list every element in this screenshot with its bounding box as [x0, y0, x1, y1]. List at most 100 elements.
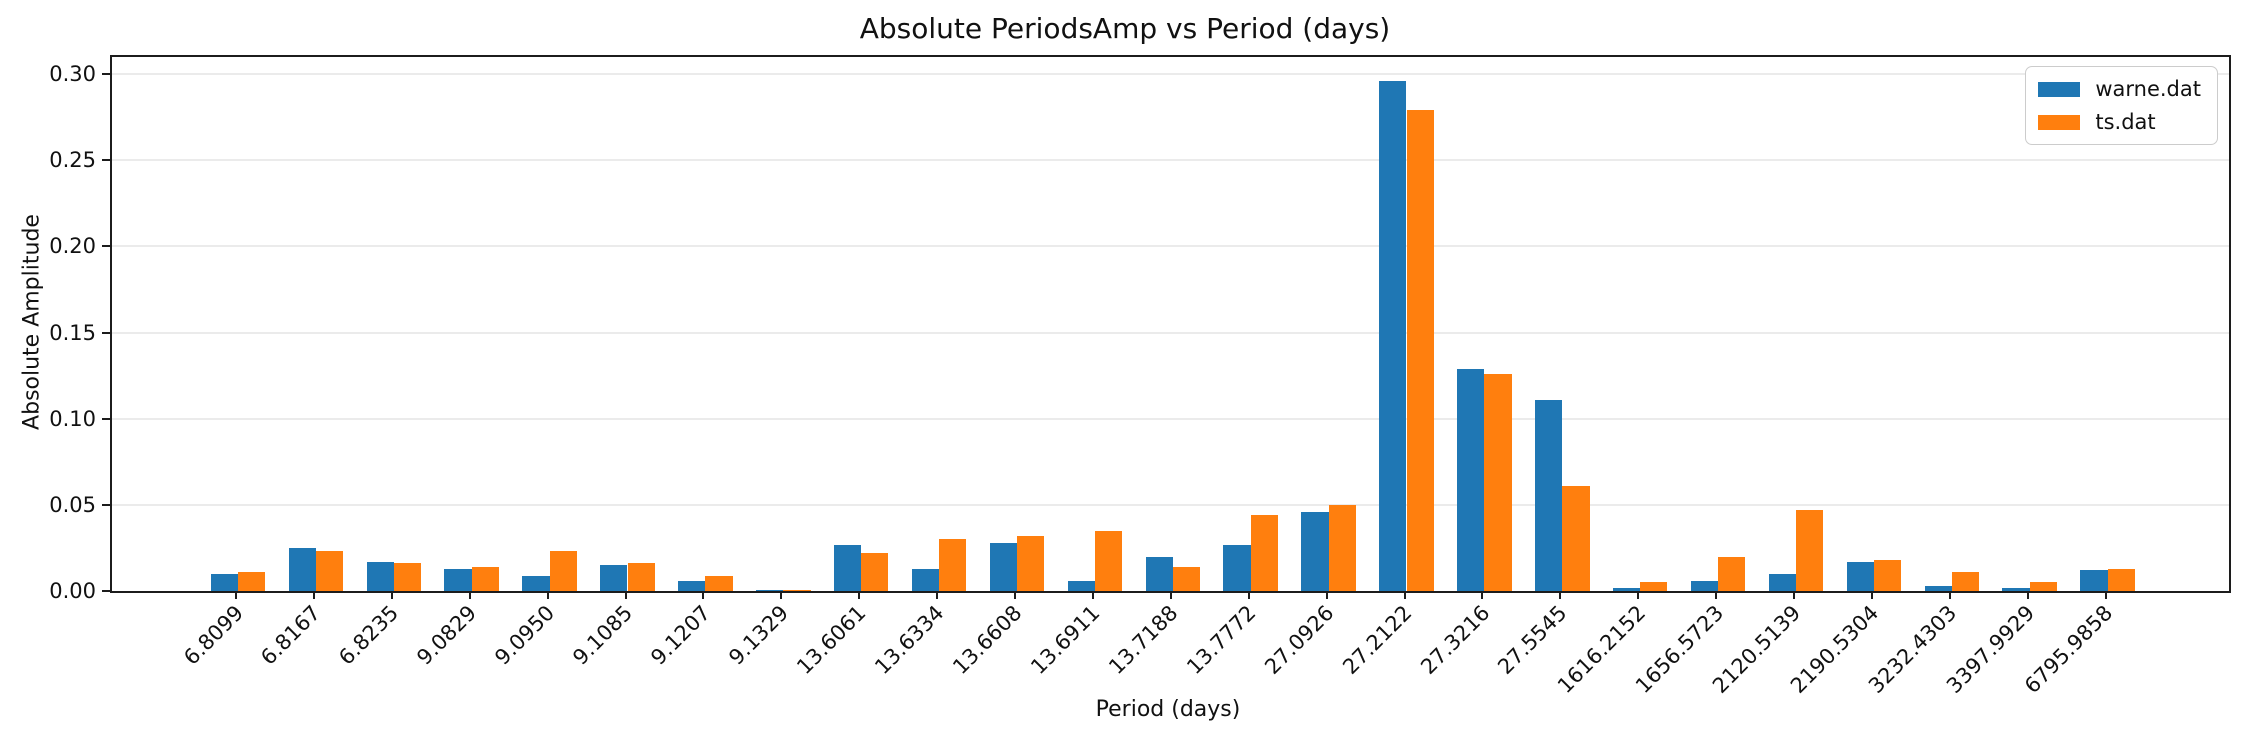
y-tick-mark: [102, 417, 110, 420]
x-axis-label: Period (days): [1095, 697, 1241, 722]
x-tick-mark: [1715, 591, 1718, 599]
bar-ts.dat: [1951, 572, 1980, 591]
x-tick-mark: [1559, 591, 1562, 599]
bar-warne.dat: [989, 542, 1017, 591]
bar-warne.dat: [444, 568, 472, 591]
y-tick-mark: [102, 590, 110, 592]
gridline: [112, 245, 2229, 248]
bar-warne.dat: [756, 590, 784, 591]
gridline: [112, 73, 2229, 76]
bar-ts.dat: [939, 539, 967, 591]
x-tick-mark: [546, 591, 549, 599]
legend-swatch-icon: [2038, 114, 2081, 130]
y-tick-label: 0.05: [49, 492, 96, 517]
bar-warne.dat: [678, 580, 706, 591]
x-tick-label-wrap: 6795.9858: [1880, 600, 2117, 698]
bar-ts.dat: [315, 551, 344, 591]
y-tick-label: 0.10: [49, 406, 96, 431]
bar-ts.dat: [471, 566, 499, 591]
bar-ts.dat: [1718, 556, 1746, 591]
x-tick-mark: [624, 591, 627, 599]
x-tick-mark: [1403, 591, 1406, 599]
y-tick-label: 0.20: [49, 234, 96, 259]
bar-warne.dat: [522, 575, 550, 591]
y-tick-mark: [102, 331, 110, 334]
x-tick-mark: [1091, 591, 1094, 599]
bar-warne.dat: [2080, 570, 2108, 591]
bar-ts.dat: [783, 590, 811, 591]
x-tick-mark: [1014, 591, 1016, 599]
x-tick-mark: [1793, 591, 1795, 599]
x-tick-mark: [1169, 591, 1172, 599]
bar-ts.dat: [1406, 110, 1434, 591]
bar-warne.dat: [1535, 399, 1563, 591]
x-tick-mark: [1637, 591, 1640, 599]
bar-warne.dat: [1924, 585, 1952, 591]
legend-label: warne.dat: [2095, 77, 2201, 101]
y-tick-label: 0.30: [49, 62, 96, 87]
bar-warne.dat: [600, 565, 628, 591]
x-tick-mark: [1247, 591, 1250, 599]
bar-ts.dat: [1796, 510, 1824, 591]
legend: warne.dat ts.dat: [2025, 66, 2218, 145]
bar-warne.dat: [1457, 368, 1485, 591]
x-tick-mark: [2026, 591, 2029, 599]
x-tick-mark: [1948, 591, 1951, 599]
x-tick-mark: [2104, 591, 2107, 599]
bar-ts.dat: [1640, 582, 1668, 591]
y-tick-label: 0.25: [49, 148, 96, 173]
bar-warne.dat: [1612, 587, 1641, 591]
x-tick-mark: [312, 591, 315, 599]
bar-warne.dat: [1301, 511, 1329, 591]
bar-ts.dat: [393, 563, 422, 591]
x-tick-mark: [468, 591, 471, 599]
bar-warne.dat: [1223, 544, 1251, 591]
bar-ts.dat: [1328, 504, 1356, 591]
y-tick-mark: [102, 73, 110, 76]
gridline: [112, 159, 2229, 162]
y-tick-mark: [102, 503, 110, 506]
x-tick-mark: [1325, 591, 1328, 599]
gridline: [112, 331, 2229, 334]
x-tick-mark: [780, 591, 783, 599]
bar-warne.dat: [1379, 81, 1407, 591]
x-tick-mark: [1870, 591, 1873, 599]
y-tick-mark: [102, 159, 110, 162]
bar-warne.dat: [1690, 580, 1719, 591]
bar-warne.dat: [288, 547, 316, 591]
x-tick-mark: [936, 591, 939, 599]
bar-ts.dat: [1017, 535, 1045, 591]
bar-warne.dat: [1846, 561, 1874, 591]
x-tick-label: 6795.9858: [2020, 600, 2118, 698]
x-tick-mark: [1481, 591, 1484, 599]
chart-title: Absolute PeriodsAmp vs Period (days): [859, 12, 1391, 45]
y-tick-mark: [102, 245, 110, 248]
bar-warne.dat: [210, 573, 238, 591]
bar-ts.dat: [861, 553, 889, 591]
bar-warne.dat: [833, 544, 862, 591]
gridline: [112, 503, 2229, 506]
y-tick-label: 0.00: [49, 579, 96, 603]
bar-ts.dat: [238, 572, 266, 591]
bar-ts.dat: [1094, 530, 1123, 591]
bar-warne.dat: [1145, 556, 1173, 591]
legend-item-ts.dat: ts.dat: [2038, 110, 2201, 134]
y-tick-label: 0.15: [49, 320, 96, 345]
bar-warne.dat: [366, 561, 394, 591]
legend-label: ts.dat: [2095, 110, 2156, 134]
bar-ts.dat: [1172, 566, 1201, 591]
x-tick-mark: [858, 591, 861, 599]
x-tick-mark: [390, 591, 393, 599]
bar-ts.dat: [627, 563, 655, 591]
gridline: [112, 417, 2229, 420]
bar-warne.dat: [1067, 580, 1095, 591]
bar-ts.dat: [2029, 582, 2057, 591]
plot-area: [110, 55, 2231, 593]
legend-swatch-icon: [2038, 81, 2081, 97]
bar-ts.dat: [705, 575, 733, 591]
bar-ts.dat: [1873, 560, 1902, 591]
bar-ts.dat: [549, 551, 577, 591]
x-tick-mark: [235, 591, 237, 599]
bar-ts.dat: [1250, 515, 1278, 591]
